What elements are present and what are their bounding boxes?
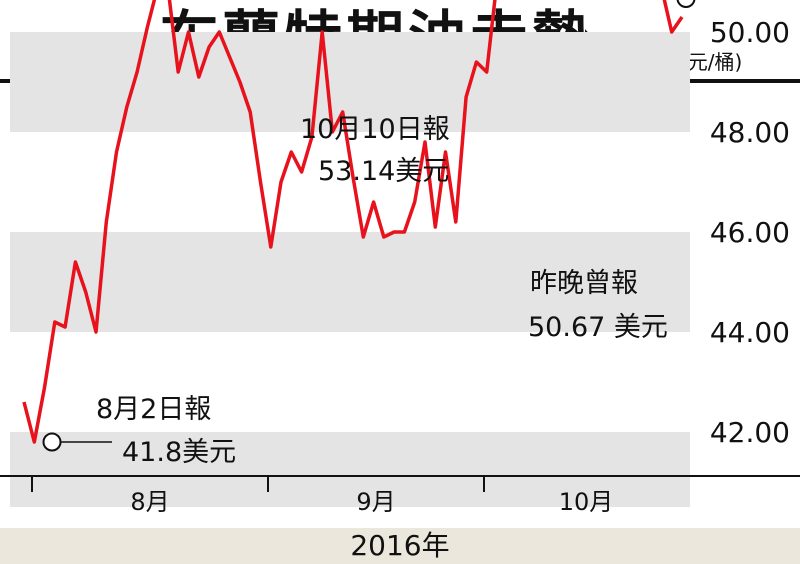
month-label: 8月 bbox=[130, 488, 169, 516]
annotation-leaders bbox=[60, 441, 112, 443]
y-tick-label: 48.00 bbox=[710, 116, 790, 149]
grid-bands bbox=[10, 32, 690, 507]
x-axis-ticks bbox=[31, 476, 485, 492]
annotation-latest-line2: 50.67 美元 bbox=[528, 312, 668, 343]
annotation-oct10-line1: 10月10日報 bbox=[300, 114, 450, 145]
grid-band bbox=[10, 432, 690, 507]
y-tick-label: 50.00 bbox=[710, 16, 790, 49]
month-label: 9月 bbox=[356, 488, 395, 516]
year-band bbox=[0, 528, 800, 564]
annotation-oct10-line2: 53.14美元 bbox=[318, 156, 449, 187]
series-line bbox=[22, 0, 684, 444]
month-label: 10月 bbox=[559, 488, 614, 516]
annotation-latest-line1: 昨晚曾報 bbox=[530, 268, 638, 299]
point-marker bbox=[42, 432, 62, 452]
annotation-aug2-line2: 41.8美元 bbox=[122, 437, 236, 468]
y-tick-label: 42.00 bbox=[710, 416, 790, 449]
y-tick-label: 46.00 bbox=[710, 216, 790, 249]
annotation-aug2-line1: 8月2日報 bbox=[96, 394, 211, 425]
point-marker bbox=[676, 0, 696, 8]
year-label: 2016年 bbox=[350, 529, 450, 562]
grid-band bbox=[10, 232, 690, 332]
month-labels: 8月 9月 10月 bbox=[130, 488, 613, 516]
point-markers bbox=[42, 0, 696, 452]
y-tick-label: 44.00 bbox=[710, 316, 790, 349]
